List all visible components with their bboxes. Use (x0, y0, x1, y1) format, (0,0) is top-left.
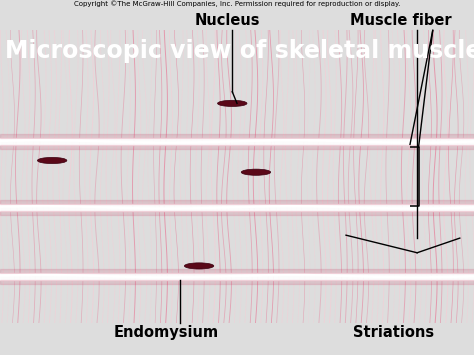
Bar (0, 211, 474, 215)
Bar (0, 138, 474, 145)
Bar (0, 269, 474, 273)
Bar (0, 273, 474, 280)
Ellipse shape (184, 263, 214, 269)
Ellipse shape (218, 100, 247, 106)
Bar (0, 145, 474, 149)
Text: Muscle fiber: Muscle fiber (350, 13, 451, 28)
Bar (0, 280, 474, 284)
Text: Microscopic view of skeletal muscle: Microscopic view of skeletal muscle (5, 39, 474, 63)
Bar (0, 200, 474, 204)
Text: Striations: Striations (353, 325, 434, 340)
Ellipse shape (241, 169, 271, 175)
Text: Nucleus: Nucleus (195, 13, 260, 28)
Ellipse shape (37, 157, 67, 164)
Bar (0, 204, 474, 211)
Bar (0, 134, 474, 138)
Text: Endomysium: Endomysium (113, 325, 219, 340)
Text: Copyright ©The McGraw-Hill Companies, Inc. Permission required for reproduction : Copyright ©The McGraw-Hill Companies, In… (74, 1, 400, 7)
